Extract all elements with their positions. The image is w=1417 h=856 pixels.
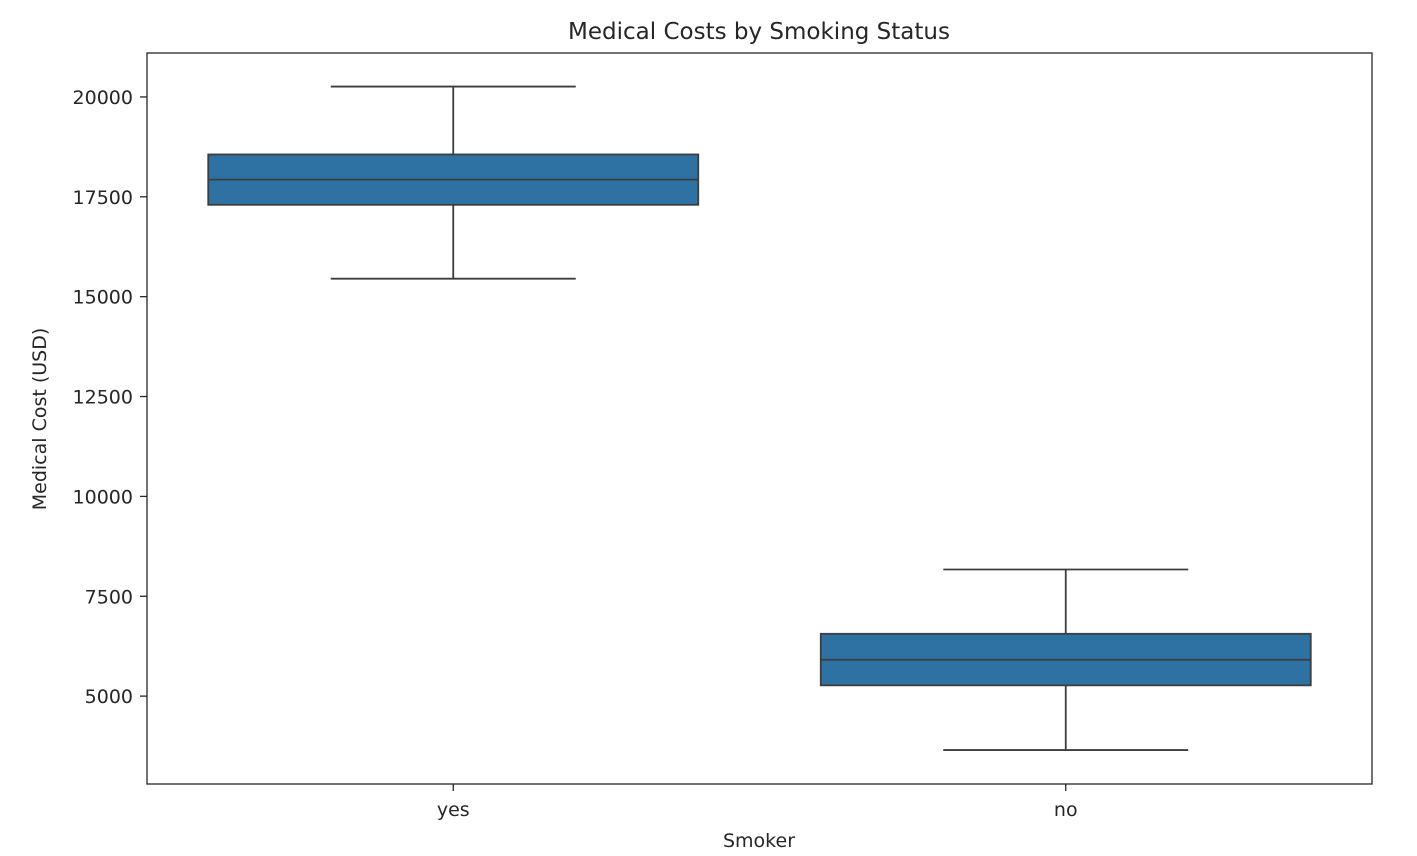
plot-frame — [146, 52, 1373, 785]
y-tick-label: 7500 — [85, 586, 133, 608]
box-no — [819, 568, 1312, 751]
plot-area — [146, 52, 1373, 785]
box-yes — [207, 85, 700, 280]
y-axis: 5000 7500 10000 12500 15000 17500 20000 — [73, 87, 147, 708]
y-tick-label: 15000 — [73, 287, 133, 309]
chart-title: Medical Costs by Smoking Status — [568, 19, 950, 45]
y-tick-label: 12500 — [73, 387, 133, 409]
x-axis-label: Smoker — [723, 830, 795, 852]
y-tick-label: 17500 — [73, 187, 133, 209]
x-tick-label: no — [1054, 799, 1078, 821]
boxes-layer — [207, 85, 1312, 751]
y-tick-label: 20000 — [73, 87, 133, 109]
y-tick-label: 10000 — [73, 486, 133, 508]
x-axis: yes no — [437, 784, 1078, 821]
x-tick-label: yes — [437, 799, 470, 821]
y-axis-label: Medical Cost (USD) — [29, 328, 51, 511]
y-tick-label: 5000 — [85, 686, 133, 708]
